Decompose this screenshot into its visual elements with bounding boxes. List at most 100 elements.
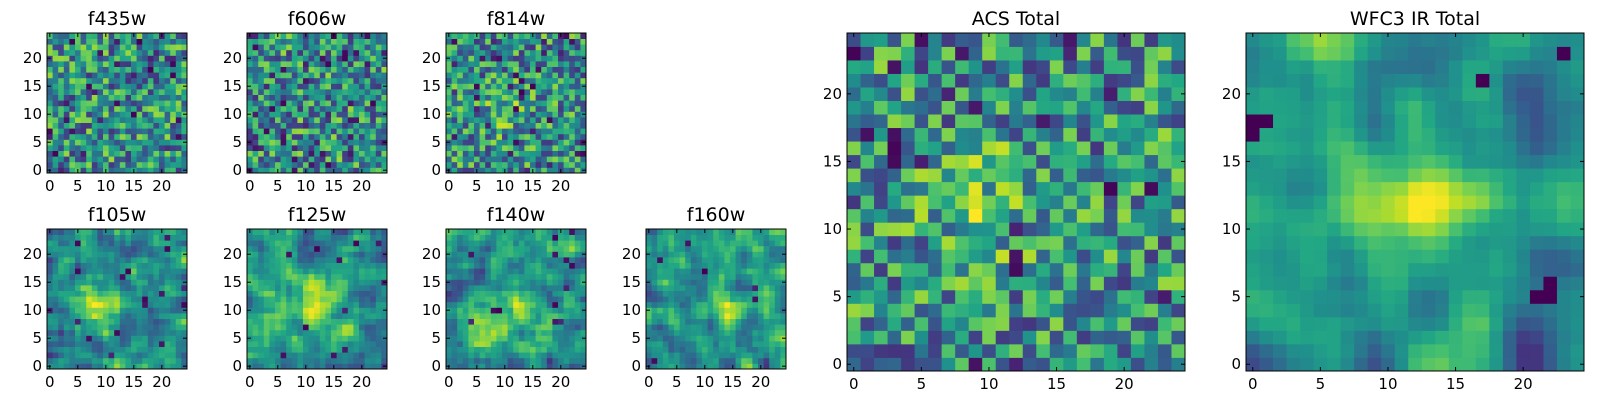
heatmap-cell xyxy=(569,161,576,168)
heatmap-cell xyxy=(496,89,503,95)
heatmap-cell xyxy=(574,55,581,62)
heatmap-cell xyxy=(52,290,59,297)
heatmap-cell xyxy=(446,285,452,291)
heatmap-cell xyxy=(502,161,508,168)
heatmap-cell xyxy=(674,268,680,275)
heatmap-cell xyxy=(247,324,253,331)
heatmap-cell xyxy=(524,262,531,269)
heatmap-cell xyxy=(524,33,531,39)
heatmap-cell xyxy=(375,273,382,280)
heatmap-cell xyxy=(901,222,915,237)
heatmap-cell xyxy=(730,324,736,331)
heatmap-cell xyxy=(496,352,503,359)
heatmap-cell xyxy=(569,296,576,303)
heatmap-cell xyxy=(758,290,764,297)
heatmap-cell xyxy=(147,72,154,79)
heatmap-cell xyxy=(136,38,143,45)
heatmap-cell xyxy=(114,94,121,101)
heatmap-cell xyxy=(546,279,553,286)
heatmap-cell xyxy=(874,316,888,331)
heatmap-cell xyxy=(75,117,81,123)
heatmap-cell xyxy=(80,268,87,275)
heatmap-cell xyxy=(347,329,354,336)
heatmap-cell xyxy=(1063,276,1078,291)
heatmap-cell xyxy=(718,329,725,336)
heatmap-cell xyxy=(713,363,720,370)
heatmap-cell xyxy=(518,290,525,297)
heatmap-cell xyxy=(275,346,281,353)
heatmap-cell xyxy=(58,66,65,73)
heatmap-cell xyxy=(502,61,508,67)
heatmap-cell xyxy=(674,335,680,342)
heatmap-cell xyxy=(530,105,536,112)
heatmap-cell xyxy=(86,61,93,67)
heatmap-cell xyxy=(325,111,332,118)
heatmap-cell xyxy=(513,341,520,347)
heatmap-cell xyxy=(181,273,188,280)
heatmap-cell xyxy=(347,161,354,168)
heatmap-cell xyxy=(541,117,548,123)
heatmap-cell xyxy=(97,307,104,314)
heatmap-cell xyxy=(735,363,742,370)
heatmap-cell xyxy=(80,167,87,174)
heatmap-cell xyxy=(258,329,265,336)
heatmap-cell xyxy=(1157,195,1172,210)
heatmap-cell xyxy=(275,128,281,135)
heatmap-cell xyxy=(569,89,576,95)
heatmap-cell xyxy=(86,346,93,353)
heatmap-cell xyxy=(375,44,382,51)
heatmap-cell xyxy=(569,105,576,112)
heatmap-cell xyxy=(730,257,736,263)
heatmap-cell xyxy=(735,313,742,319)
heatmap-cell xyxy=(131,251,137,258)
heatmap-cell xyxy=(569,38,576,45)
heatmap-cell xyxy=(690,234,697,241)
heatmap-cell xyxy=(342,61,349,67)
heatmap-cell xyxy=(97,72,104,79)
heatmap-cell xyxy=(263,111,270,118)
heatmap-cell xyxy=(359,66,365,73)
heatmap-cell xyxy=(758,268,764,275)
heatmap-cell xyxy=(331,262,337,269)
heatmap-cell xyxy=(530,335,536,342)
heatmap-cell xyxy=(968,276,983,291)
heatmap-cell xyxy=(569,33,576,39)
heatmap-cell xyxy=(462,346,469,353)
heatmap-cell xyxy=(679,262,686,269)
heatmap-cell xyxy=(569,251,576,258)
heatmap-cell xyxy=(518,313,525,319)
heatmap-cell xyxy=(97,156,104,163)
heatmap-cell xyxy=(507,290,514,297)
heatmap-cell xyxy=(752,240,759,247)
y-tick-label: 0 xyxy=(431,161,441,179)
heatmap-cell xyxy=(507,234,514,241)
heatmap-cell xyxy=(552,307,559,314)
heatmap-cell xyxy=(286,363,293,370)
heatmap-cell xyxy=(507,357,514,364)
heatmap-cell xyxy=(507,352,514,359)
heatmap-cell xyxy=(136,285,143,291)
heatmap-cell xyxy=(114,357,121,364)
heatmap-cell xyxy=(359,273,365,280)
heatmap-cell xyxy=(263,279,270,286)
heatmap-cell xyxy=(746,313,753,319)
heatmap-cell xyxy=(574,38,581,45)
heatmap-cell xyxy=(314,105,321,112)
heatmap-cell xyxy=(524,285,531,291)
heatmap-cell xyxy=(252,290,259,297)
heatmap-cell xyxy=(574,72,581,79)
heatmap-cell xyxy=(563,273,570,280)
heatmap-cell xyxy=(1009,181,1024,196)
heatmap-cell xyxy=(319,122,326,129)
heatmap-cell xyxy=(142,49,149,56)
heatmap-cell xyxy=(513,72,520,79)
heatmap-cell xyxy=(353,72,360,79)
heatmap-cell xyxy=(258,156,265,163)
heatmap-cell xyxy=(468,72,475,79)
heatmap-cell xyxy=(696,290,703,297)
heatmap-cell xyxy=(462,245,469,252)
heatmap-cell xyxy=(291,318,298,325)
heatmap-cell xyxy=(1063,235,1078,250)
heatmap-cell xyxy=(275,341,281,347)
heatmap-cell xyxy=(159,318,165,325)
